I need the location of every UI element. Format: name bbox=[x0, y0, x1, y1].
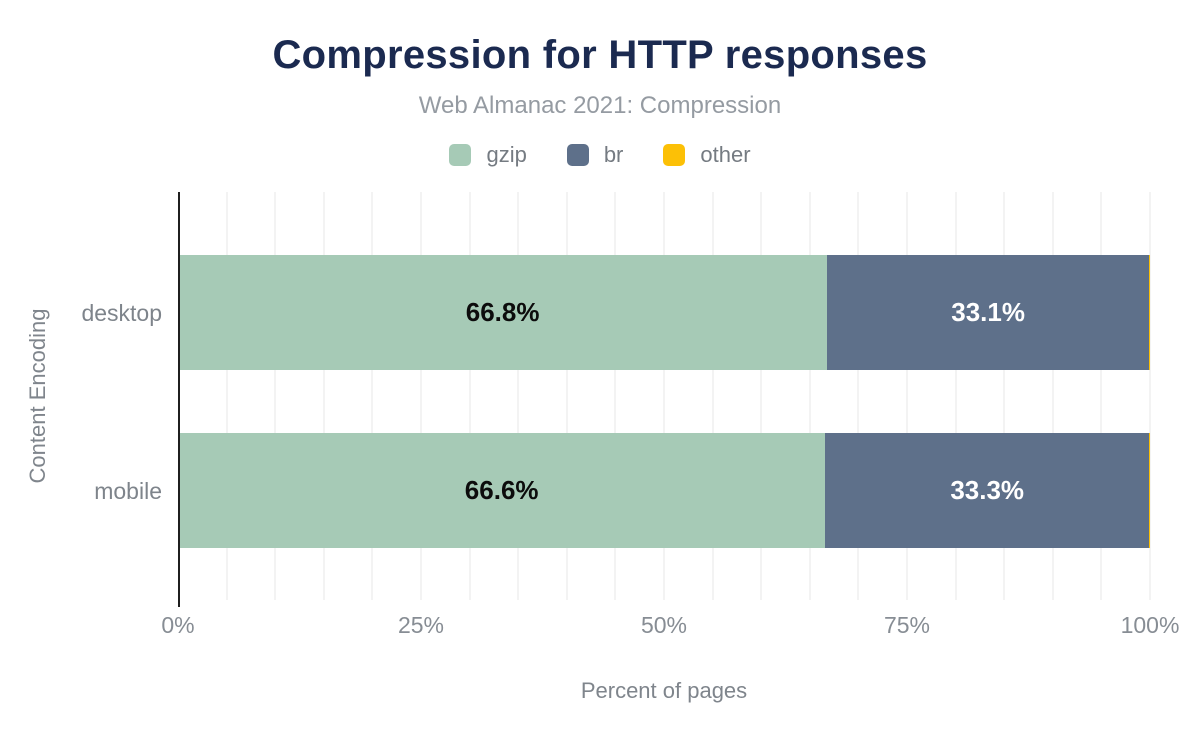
gridline bbox=[954, 192, 957, 600]
gridline bbox=[371, 192, 374, 600]
gridline bbox=[857, 192, 860, 600]
bar-row-desktop: 66.8% 33.1% bbox=[178, 255, 1150, 370]
y-category-label-mobile: mobile bbox=[94, 477, 162, 504]
gridline bbox=[711, 192, 714, 600]
gridline bbox=[906, 192, 908, 600]
bar-segment-br-desktop[interactable]: 33.1% bbox=[827, 255, 1149, 370]
legend-item-br: br bbox=[566, 142, 624, 168]
y-axis-title: Content Encoding bbox=[25, 308, 50, 484]
x-tick-label: 100% bbox=[1120, 612, 1180, 638]
gridline bbox=[1051, 192, 1054, 600]
bar-value-label: 66.8% bbox=[465, 297, 540, 327]
gridline bbox=[808, 192, 811, 600]
gridline bbox=[663, 192, 665, 600]
y-axis-line bbox=[178, 192, 180, 607]
bar-row-mobile: 66.6% 33.3% bbox=[178, 433, 1150, 548]
legend: gzip br other bbox=[0, 142, 1200, 168]
legend-label: br bbox=[603, 142, 624, 167]
legend-swatch-gzip bbox=[449, 144, 472, 166]
y-category-label-desktop: desktop bbox=[81, 299, 162, 326]
legend-item-gzip: gzip bbox=[449, 142, 527, 168]
bar-value-label: 33.1% bbox=[951, 297, 1025, 327]
gridline bbox=[1100, 192, 1103, 600]
bar-segment-other-mobile[interactable] bbox=[1149, 433, 1150, 548]
bar-segment-gzip-mobile[interactable]: 66.6% bbox=[178, 433, 826, 548]
legend-label: gzip bbox=[486, 142, 527, 167]
bar-value-label: 66.6% bbox=[464, 475, 539, 505]
gridline bbox=[420, 192, 422, 600]
gridline bbox=[322, 192, 325, 600]
legend-swatch-br bbox=[566, 144, 589, 166]
gridline bbox=[760, 192, 763, 600]
x-tick-label: 0% bbox=[161, 612, 195, 638]
x-tick-label: 25% bbox=[397, 612, 445, 638]
legend-swatch-other bbox=[663, 144, 686, 166]
gridline bbox=[468, 192, 471, 600]
gridline bbox=[517, 192, 520, 600]
x-axis-title: Percent of pages bbox=[580, 678, 748, 703]
gridline bbox=[614, 192, 617, 600]
legend-item-other: other bbox=[663, 142, 751, 168]
legend-label: other bbox=[700, 142, 751, 167]
chart-title: Compression for HTTP responses bbox=[272, 33, 928, 77]
plot-area: 66.8% 33.1% 66.6% 33.3% bbox=[178, 192, 1151, 600]
gridline bbox=[274, 192, 277, 600]
bar-segment-gzip-desktop[interactable]: 66.8% bbox=[178, 255, 828, 370]
gridline bbox=[1003, 192, 1006, 600]
gridline bbox=[565, 192, 568, 600]
x-tick-label: 75% bbox=[883, 612, 931, 638]
gridline bbox=[1149, 192, 1151, 600]
bar-segment-other-desktop[interactable] bbox=[1149, 255, 1150, 370]
x-tick-label: 50% bbox=[640, 612, 688, 638]
gridline bbox=[225, 192, 228, 600]
bar-segment-br-mobile[interactable]: 33.3% bbox=[825, 433, 1150, 548]
chart-subtitle: Web Almanac 2021: Compression bbox=[418, 92, 782, 119]
bar-value-label: 33.3% bbox=[950, 475, 1025, 505]
